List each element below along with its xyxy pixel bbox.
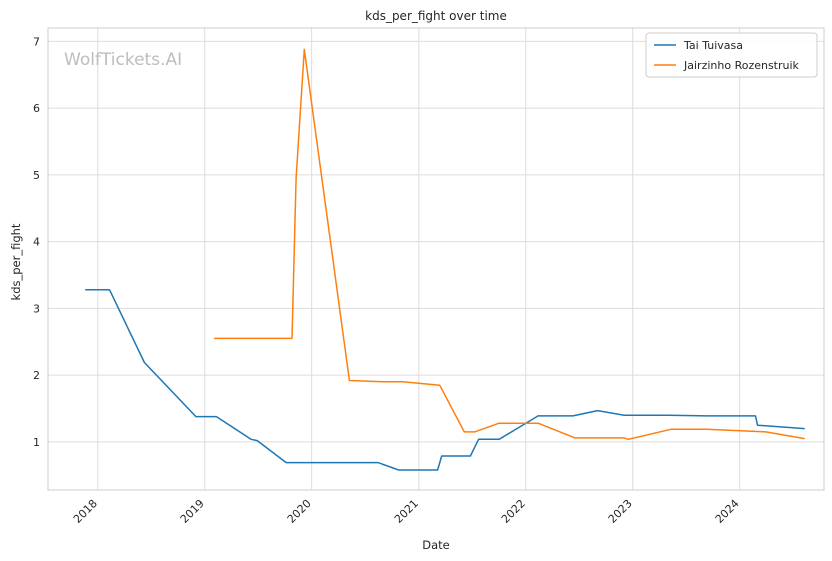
y-tick-label: 6 <box>33 102 40 115</box>
x-tick-label: 2018 <box>71 497 100 526</box>
grid <box>48 28 824 490</box>
series-line-1 <box>214 48 805 441</box>
legend-label: Tai Tuivasa <box>683 39 743 52</box>
y-tick-label: 1 <box>33 436 40 449</box>
y-tick-label: 7 <box>33 35 40 48</box>
y-tick-label: 4 <box>33 236 40 249</box>
x-tick-label: 2021 <box>392 497 421 526</box>
legend-box <box>645 32 818 78</box>
chart-title: kds_per_fight over time <box>365 9 507 23</box>
x-tick-label: 2023 <box>606 497 635 526</box>
y-tick-label: 5 <box>33 169 40 182</box>
y-tick-label: 3 <box>33 302 40 315</box>
legend: Tai Tuivasa Jairzinho Rozenstruik <box>645 32 818 78</box>
watermark: WolfTickets.AI <box>64 50 182 70</box>
legend-label: Jairzinho Rozenstruik <box>683 59 800 72</box>
x-tick-label: 2020 <box>285 497 314 526</box>
y-axis-label: kds_per_fight <box>9 223 23 300</box>
x-tick-label: 2019 <box>178 497 207 526</box>
series-line-0 <box>85 288 805 471</box>
x-tick-label: 2024 <box>713 497 742 526</box>
y-tick-label: 2 <box>33 369 40 382</box>
series-layer <box>85 48 805 471</box>
plot-frame <box>47 27 825 491</box>
tick-labels: 1 2 3 4 5 6 7 2018 2019 2020 2021 2022 2023 2024 <box>33 35 742 526</box>
x-axis-label: Date <box>422 538 450 552</box>
x-tick-label: 2022 <box>499 497 528 526</box>
